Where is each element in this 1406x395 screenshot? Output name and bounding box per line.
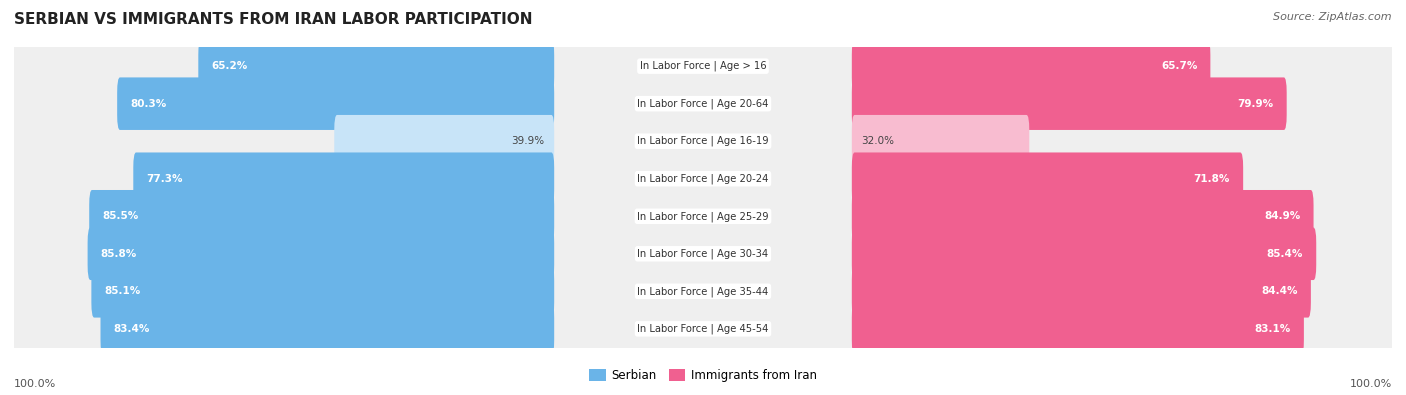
FancyBboxPatch shape [852, 152, 1243, 205]
Text: 79.9%: 79.9% [1237, 99, 1274, 109]
Text: 83.4%: 83.4% [114, 324, 150, 334]
FancyBboxPatch shape [852, 190, 1313, 243]
FancyBboxPatch shape [14, 228, 1392, 280]
FancyBboxPatch shape [14, 77, 1392, 130]
Text: In Labor Force | Age > 16: In Labor Force | Age > 16 [640, 61, 766, 71]
Text: In Labor Force | Age 45-54: In Labor Force | Age 45-54 [637, 324, 769, 334]
FancyBboxPatch shape [91, 265, 554, 318]
Text: In Labor Force | Age 20-64: In Labor Force | Age 20-64 [637, 98, 769, 109]
Text: Source: ZipAtlas.com: Source: ZipAtlas.com [1274, 12, 1392, 22]
Text: In Labor Force | Age 30-34: In Labor Force | Age 30-34 [637, 248, 769, 259]
Text: 65.7%: 65.7% [1161, 61, 1198, 71]
FancyBboxPatch shape [198, 40, 554, 92]
Text: 83.1%: 83.1% [1254, 324, 1291, 334]
FancyBboxPatch shape [852, 303, 1303, 355]
FancyBboxPatch shape [852, 40, 1211, 92]
FancyBboxPatch shape [14, 265, 1392, 318]
Text: In Labor Force | Age 35-44: In Labor Force | Age 35-44 [637, 286, 769, 297]
Text: 85.1%: 85.1% [104, 286, 141, 296]
FancyBboxPatch shape [100, 303, 554, 355]
FancyBboxPatch shape [335, 115, 554, 167]
FancyBboxPatch shape [852, 77, 1286, 130]
Text: 84.9%: 84.9% [1264, 211, 1301, 221]
FancyBboxPatch shape [852, 115, 1029, 167]
Text: 85.8%: 85.8% [101, 249, 136, 259]
Text: 39.9%: 39.9% [512, 136, 544, 146]
FancyBboxPatch shape [14, 303, 1392, 355]
Text: In Labor Force | Age 20-24: In Labor Force | Age 20-24 [637, 173, 769, 184]
Text: SERBIAN VS IMMIGRANTS FROM IRAN LABOR PARTICIPATION: SERBIAN VS IMMIGRANTS FROM IRAN LABOR PA… [14, 12, 533, 27]
Text: 32.0%: 32.0% [862, 136, 894, 146]
FancyBboxPatch shape [117, 77, 554, 130]
Text: 71.8%: 71.8% [1194, 174, 1230, 184]
FancyBboxPatch shape [852, 265, 1310, 318]
FancyBboxPatch shape [14, 40, 1392, 92]
Text: 77.3%: 77.3% [146, 174, 183, 184]
FancyBboxPatch shape [14, 152, 1392, 205]
Text: 84.4%: 84.4% [1261, 286, 1298, 296]
Text: In Labor Force | Age 16-19: In Labor Force | Age 16-19 [637, 136, 769, 147]
FancyBboxPatch shape [134, 152, 554, 205]
FancyBboxPatch shape [852, 228, 1316, 280]
Text: 85.5%: 85.5% [103, 211, 139, 221]
FancyBboxPatch shape [87, 228, 554, 280]
FancyBboxPatch shape [89, 190, 554, 243]
Text: 100.0%: 100.0% [14, 379, 56, 389]
Text: 65.2%: 65.2% [211, 61, 247, 71]
Legend: Serbian, Immigrants from Iran: Serbian, Immigrants from Iran [585, 364, 821, 387]
Text: In Labor Force | Age 25-29: In Labor Force | Age 25-29 [637, 211, 769, 222]
FancyBboxPatch shape [14, 115, 1392, 167]
FancyBboxPatch shape [14, 190, 1392, 243]
Text: 85.4%: 85.4% [1267, 249, 1303, 259]
Text: 100.0%: 100.0% [1350, 379, 1392, 389]
Text: 80.3%: 80.3% [131, 99, 166, 109]
